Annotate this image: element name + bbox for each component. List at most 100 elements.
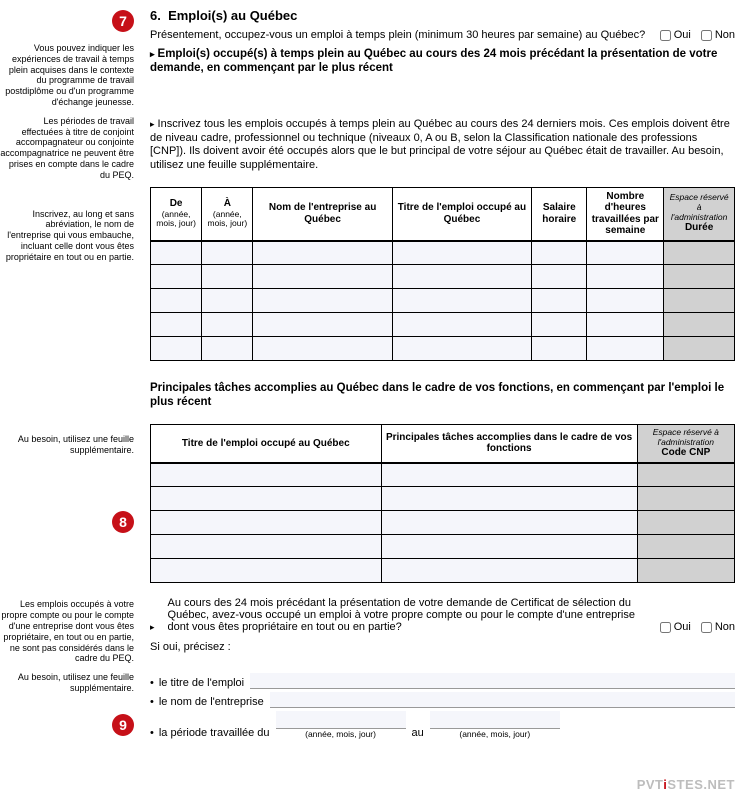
t1-cell[interactable] — [151, 241, 202, 265]
precise-l2: le nom de l'entreprise — [150, 696, 264, 708]
t2-h-taches: Principales tâches accomplies dans le ca… — [381, 424, 637, 463]
t1-cell[interactable] — [202, 241, 253, 265]
t2-cell[interactable] — [151, 463, 382, 487]
t1-cell[interactable] — [392, 265, 531, 289]
t1-h-admin: Espace réservé à l'administrationDurée — [664, 187, 735, 241]
t1-cell[interactable] — [151, 313, 202, 337]
q2-text: Au cours des 24 mois précédant la présen… — [168, 597, 650, 633]
q1-non-checkbox[interactable] — [701, 30, 712, 41]
note-3: Inscrivez, au long et sans abréviation, … — [0, 189, 140, 370]
t1-cell — [664, 289, 735, 313]
subtitle-1: Emploi(s) occupé(s) à temps plein au Qué… — [150, 47, 735, 76]
q2-non-checkbox[interactable] — [701, 622, 712, 633]
input-titre-emploi[interactable] — [250, 673, 735, 689]
t1-cell — [664, 265, 735, 289]
t2-cell[interactable] — [381, 511, 637, 535]
t1-cell[interactable] — [202, 337, 253, 361]
watermark: PVTiSTES.NET — [637, 777, 735, 792]
t1-cell — [664, 241, 735, 265]
t1-cell[interactable] — [202, 289, 253, 313]
t1-h-nom: Nom de l'entreprise au Québec — [253, 187, 392, 241]
q1-non[interactable]: Non — [701, 29, 735, 41]
t2-cell[interactable] — [151, 535, 382, 559]
t1-h-a: À(année, mois, jour) — [202, 187, 253, 241]
t1-cell[interactable] — [202, 313, 253, 337]
q2-oui[interactable]: Oui — [660, 621, 691, 633]
t2-cell[interactable] — [381, 559, 637, 583]
badge-7: 7 — [112, 10, 134, 32]
t2-h-admin: Espace réservé à l'administrationCode CN… — [637, 424, 734, 463]
section-title: 6. Emploi(s) au Québec — [150, 8, 735, 23]
table-tasks: Titre de l'emploi occupé au Québec Princ… — [150, 424, 735, 584]
t2-cell[interactable] — [381, 463, 637, 487]
t2-h-titre: Titre de l'emploi occupé au Québec — [151, 424, 382, 463]
t2-cell[interactable] — [151, 487, 382, 511]
input-nom-entreprise[interactable] — [270, 692, 735, 708]
t1-cell — [664, 337, 735, 361]
q1-text: Présentement, occupez-vous un emploi à t… — [150, 29, 650, 41]
t1-cell[interactable] — [253, 241, 392, 265]
t1-cell — [664, 313, 735, 337]
t1-cell[interactable] — [253, 265, 392, 289]
hint-au: (année, mois, jour) — [430, 729, 560, 739]
t1-cell[interactable] — [151, 289, 202, 313]
t1-h-titre: Titre de l'emploi occupé au Québec — [392, 187, 531, 241]
precise-l1: le titre de l'emploi — [150, 677, 244, 689]
q1-oui-checkbox[interactable] — [660, 30, 671, 41]
q1-oui[interactable]: Oui — [660, 29, 691, 41]
q2-non[interactable]: Non — [701, 621, 735, 633]
t1-cell[interactable] — [587, 313, 664, 337]
t1-cell[interactable] — [253, 337, 392, 361]
t1-cell[interactable] — [532, 337, 587, 361]
t1-cell[interactable] — [151, 265, 202, 289]
para-1: Inscrivez tous les emplois occupés à tem… — [150, 118, 735, 173]
t2-cell — [637, 511, 734, 535]
input-periode-au[interactable] — [430, 711, 560, 729]
precise-label: Si oui, précisez : — [150, 641, 735, 653]
t2-cell — [637, 559, 734, 583]
t1-cell[interactable] — [202, 265, 253, 289]
t2-cell[interactable] — [151, 559, 382, 583]
t1-cell[interactable] — [532, 289, 587, 313]
t1-cell[interactable] — [532, 241, 587, 265]
t1-cell[interactable] — [532, 313, 587, 337]
t1-cell[interactable] — [392, 313, 531, 337]
t1-cell[interactable] — [587, 241, 664, 265]
q2-oui-label: Oui — [674, 621, 691, 633]
t1-cell[interactable] — [587, 337, 664, 361]
note-6: Au besoin, utilisez une feuille suppléme… — [0, 672, 134, 694]
t1-cell[interactable] — [392, 241, 531, 265]
t1-cell[interactable] — [253, 313, 392, 337]
t2-cell[interactable] — [381, 487, 637, 511]
t2-cell — [637, 463, 734, 487]
t1-cell[interactable] — [532, 265, 587, 289]
t1-h-salaire: Salaire horaire — [532, 187, 587, 241]
subtitle-2: Principales tâches accomplies au Québec … — [150, 381, 735, 410]
t2-cell[interactable] — [381, 535, 637, 559]
q1-oui-label: Oui — [674, 29, 691, 41]
note-5: Les emplois occupés à votre propre compt… — [0, 599, 140, 664]
precise-l3: la période travaillée du — [150, 727, 270, 739]
t1-h-heures: Nombre d'heures travaillées par semaine — [587, 187, 664, 241]
input-periode-du[interactable] — [276, 711, 406, 729]
t1-cell[interactable] — [392, 289, 531, 313]
q2-non-label: Non — [715, 621, 735, 633]
note-1: Vous pouvez indiquer les expériences de … — [0, 43, 140, 108]
t1-cell[interactable] — [151, 337, 202, 361]
t2-cell — [637, 535, 734, 559]
section-number: 6. — [150, 8, 161, 23]
t1-cell[interactable] — [253, 289, 392, 313]
t2-cell[interactable] — [151, 511, 382, 535]
t1-cell[interactable] — [587, 265, 664, 289]
note-4: Au besoin, utilisez une feuille suppléme… — [0, 426, 134, 456]
q2-oui-checkbox[interactable] — [660, 622, 671, 633]
q1-non-label: Non — [715, 29, 735, 41]
t1-cell[interactable] — [392, 337, 531, 361]
section-title-text: Emploi(s) au Québec — [168, 8, 297, 23]
table-employment: De(année, mois, jour) À(année, mois, jou… — [150, 187, 735, 362]
t1-h-de: De(année, mois, jour) — [151, 187, 202, 241]
precise-au: au — [412, 727, 424, 739]
hint-du: (année, mois, jour) — [276, 729, 406, 739]
t1-cell[interactable] — [587, 289, 664, 313]
note-2: Les périodes de travail effectuées à tit… — [0, 116, 140, 181]
